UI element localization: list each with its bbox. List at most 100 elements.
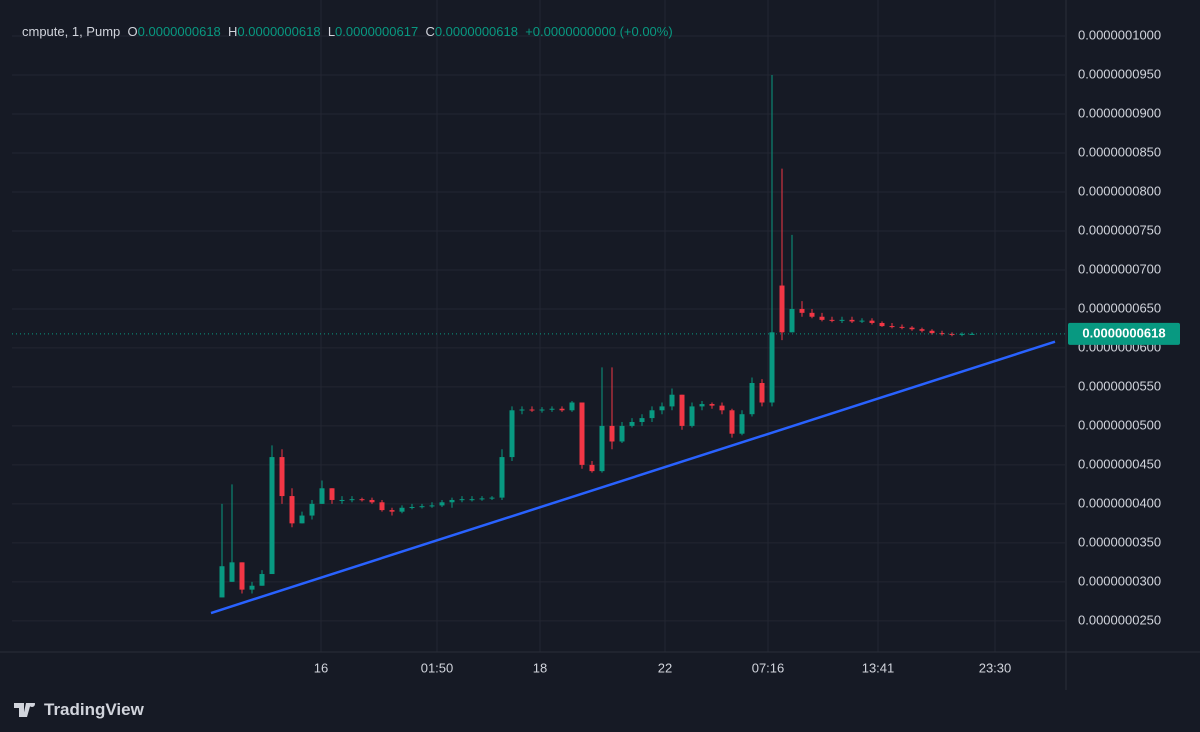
candle-body: [479, 498, 485, 500]
candle-body: [489, 497, 495, 499]
y-tick-label: 0.0000000250: [1078, 612, 1161, 627]
candle-body: [519, 409, 525, 411]
candle-body: [349, 499, 355, 501]
change: +0.0000000000 (+0.00%): [525, 24, 673, 39]
candle-body: [299, 515, 305, 524]
y-tick-label: 0.0000000750: [1078, 222, 1161, 237]
y-tick-label: 0.0000001000: [1078, 27, 1161, 42]
symbol: cmpute, 1, Pump: [22, 24, 121, 39]
label: H: [228, 24, 238, 39]
candle-body: [429, 505, 435, 507]
candle-body: [219, 566, 225, 598]
x-tick-label: 01:50: [421, 660, 454, 675]
candle-body: [799, 308, 805, 313]
value: 0.0000000618: [237, 24, 321, 39]
candle-body: [329, 488, 335, 500]
candle-body: [529, 409, 535, 411]
candle-body: [269, 457, 275, 575]
candle-body: [719, 405, 725, 411]
x-tick-label: 23:30: [979, 660, 1012, 675]
candle-body: [729, 410, 735, 434]
candle-body: [919, 329, 925, 331]
candle-body: [289, 496, 295, 524]
candle-body: [759, 383, 765, 403]
candle-body: [689, 406, 695, 426]
y-tick-label: 0.0000000900: [1078, 105, 1161, 120]
candle-body: [839, 319, 845, 321]
candle-body: [629, 421, 635, 426]
candle-body: [599, 425, 605, 472]
candle-body: [679, 394, 685, 426]
y-tick-label: 0.0000000850: [1078, 144, 1161, 159]
candle-body: [559, 408, 565, 411]
candle-body: [579, 402, 585, 465]
candle-body: [549, 408, 555, 410]
candle-body: [889, 326, 895, 328]
last-price-box: [1068, 322, 1180, 345]
candle-body: [849, 319, 855, 322]
candle-body: [389, 510, 395, 512]
candle-body: [609, 425, 615, 442]
y-tick-label: 0.0000000950: [1078, 66, 1161, 81]
candle-body: [929, 330, 935, 334]
candle-body: [359, 499, 365, 501]
candle-body: [319, 488, 325, 504]
candle-body: [589, 464, 595, 472]
brand[interactable]: TradingView: [14, 700, 144, 720]
candle-body: [709, 404, 715, 406]
y-tick-label: 0.0000000300: [1078, 573, 1161, 588]
y-tick-label: 0.0000000800: [1078, 183, 1161, 198]
x-tick-label: 18: [533, 660, 547, 675]
candle-body: [309, 503, 315, 516]
candle-body: [809, 312, 815, 317]
candle-body: [369, 499, 375, 503]
candle-body: [909, 327, 915, 330]
y-tick-label: 0.0000000500: [1078, 417, 1161, 432]
y-tick-label: 0.0000000700: [1078, 261, 1161, 276]
candle-body: [739, 414, 745, 434]
candle-body: [459, 499, 465, 501]
candle-body: [339, 499, 345, 501]
candle-body: [869, 320, 875, 323]
value: 0.0000000618: [434, 24, 518, 39]
candle-body: [439, 502, 445, 506]
candle-body: [399, 507, 405, 512]
x-tick-label: 22: [658, 660, 672, 675]
candle-body: [469, 499, 475, 501]
candle-body: [879, 322, 885, 327]
candle-body: [939, 333, 945, 335]
trend-line: [210, 340, 1056, 615]
candle-body: [409, 506, 415, 508]
candle-body: [649, 410, 655, 419]
y-tick-label: 0.0000000400: [1078, 495, 1161, 510]
value: 0.0000000617: [335, 24, 419, 39]
brand-name: TradingView: [44, 700, 144, 719]
candle-body: [859, 320, 865, 322]
ohlc-legend: cmpute, 1, Pump O0.0000000618 H0.0000000…: [22, 24, 673, 39]
candle-body: [659, 406, 665, 411]
candle-body: [229, 562, 235, 582]
x-tick-label: 13:41: [862, 660, 895, 675]
candle-body: [819, 316, 825, 320]
label: C: [425, 24, 435, 39]
brand-logo: [14, 703, 35, 717]
value: 0.0000000618: [137, 24, 221, 39]
candle-body: [779, 285, 785, 333]
label: O: [127, 24, 138, 39]
candle-body: [789, 308, 795, 333]
last-price-label: 0.0000000618: [1082, 325, 1165, 340]
candle-body: [509, 410, 515, 458]
candle-body: [669, 394, 675, 407]
candle-body: [619, 425, 625, 442]
y-tick-label: 0.0000000550: [1078, 378, 1161, 393]
candle-body: [829, 319, 835, 321]
candle-body: [749, 383, 755, 415]
candle-body: [639, 418, 645, 422]
y-tick-label: 0.0000000450: [1078, 456, 1161, 471]
candle-body: [279, 457, 285, 497]
candle-body: [449, 499, 455, 503]
label: L: [327, 24, 336, 39]
candle-body: [899, 326, 905, 328]
candle-body: [379, 502, 385, 511]
